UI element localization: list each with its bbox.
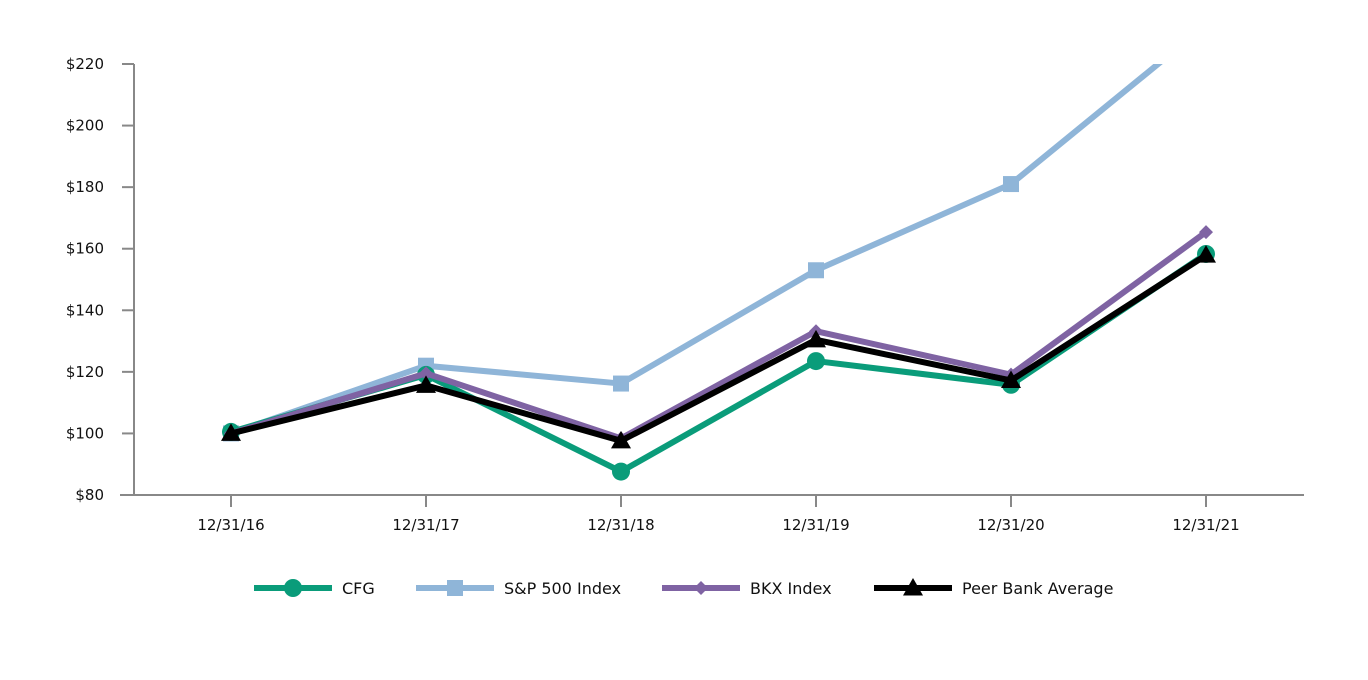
x-tick-label: 12/31/19	[782, 516, 849, 534]
legend-label: Peer Bank Average	[962, 579, 1113, 598]
data-point	[807, 352, 825, 371]
series-cfg	[222, 244, 1215, 481]
data-point	[1003, 176, 1019, 193]
data-point	[808, 262, 824, 279]
y-tick-label: $200	[66, 117, 104, 135]
y-tick-label: $140	[66, 301, 104, 319]
series-line	[228, 229, 1209, 442]
legend-item-cfg: CFG	[254, 579, 375, 598]
legend-item-bkx-index: BKX Index	[662, 579, 832, 598]
data-point	[419, 366, 433, 381]
legend-label: BKX Index	[750, 579, 832, 598]
data-point	[416, 375, 436, 393]
y-tick-label: $120	[66, 363, 104, 381]
y-tick-label: $180	[66, 178, 104, 196]
series-line	[228, 64, 1163, 437]
series-bkx-index	[224, 225, 1213, 446]
data-point	[1001, 370, 1021, 388]
data-point	[1199, 225, 1213, 240]
data-point	[613, 375, 629, 392]
series-line	[228, 250, 1209, 475]
series-sandp-500-index	[223, 17, 1214, 442]
legend-item-peer-bank-average: Peer Bank Average	[874, 578, 1113, 598]
series-line	[228, 252, 1209, 444]
x-tick-label: 12/31/21	[1172, 516, 1239, 534]
y-tick-label: $160	[66, 240, 104, 258]
y-tick-label: $80	[75, 486, 104, 504]
data-point	[221, 423, 241, 441]
legend-label: CFG	[342, 579, 375, 598]
y-tick-label: $220	[66, 55, 104, 73]
x-tick-label: 12/31/20	[977, 516, 1044, 534]
data-point	[806, 329, 826, 348]
axes: $80 $100 $120 $140 $160 $180 $200 $220 12/31/16 1…	[66, 55, 1304, 534]
legend-label: S&P 500 Index	[504, 579, 621, 598]
x-tick-label: 12/31/17	[392, 516, 459, 534]
legend-marker	[284, 579, 302, 597]
series-layer	[221, 17, 1216, 481]
legend-marker	[447, 580, 463, 596]
x-tick-label: 12/31/18	[587, 516, 654, 534]
x-tick-label: 12/31/16	[197, 516, 264, 534]
data-point	[611, 430, 631, 449]
data-point	[1196, 245, 1216, 263]
legend-item-sandp-500-index: S&P 500 Index	[416, 579, 621, 598]
legend-marker	[903, 578, 923, 596]
data-point	[1198, 17, 1214, 33]
data-point	[612, 462, 630, 481]
legend: CFG S&P 500 Index BKX Index Peer Bank Avera…	[254, 578, 1113, 598]
legend-marker	[694, 581, 708, 595]
y-tick-label: $100	[66, 424, 104, 442]
series-peer-bank-average	[221, 245, 1216, 449]
